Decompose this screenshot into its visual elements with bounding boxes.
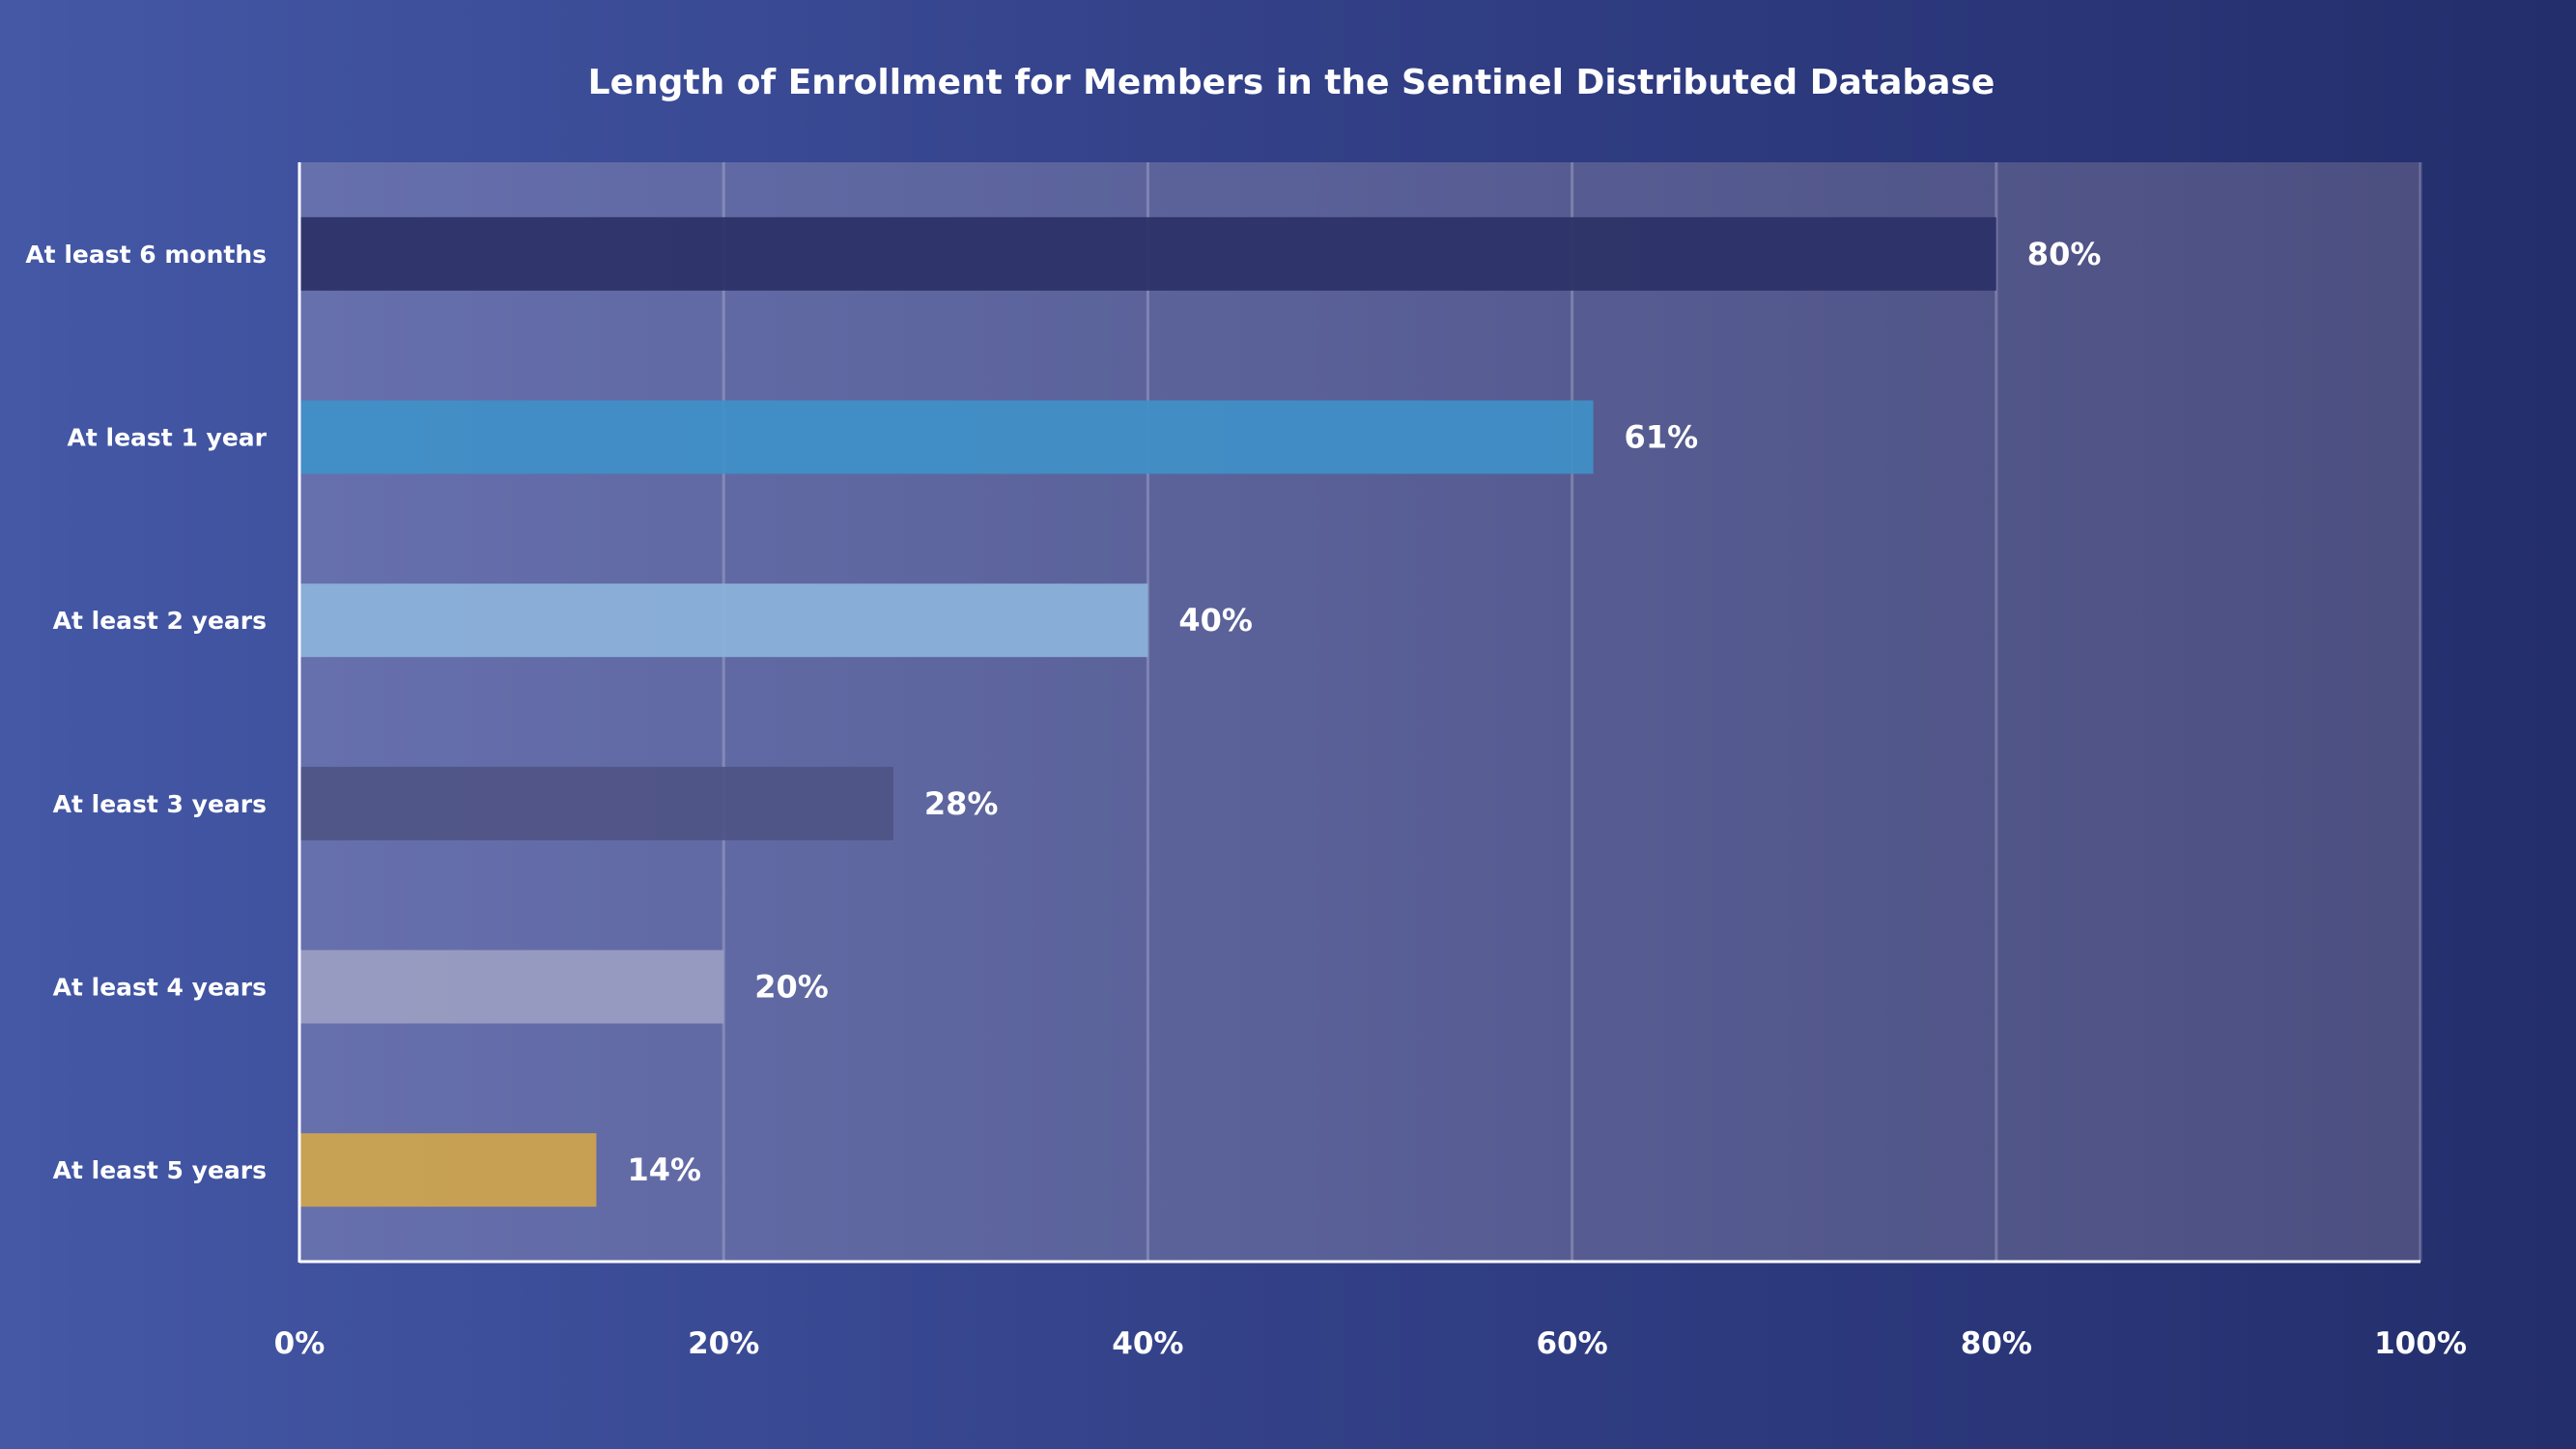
value-labels: 80% 61% 40% 28% 20% 14% [627, 236, 2101, 1188]
category-label: At least 4 years [53, 974, 267, 1002]
bar [299, 1133, 597, 1208]
x-tick-label: 20% [688, 1326, 759, 1361]
category-label: At least 3 years [53, 790, 267, 818]
category-label: At least 1 year [68, 424, 268, 452]
bar [299, 583, 1148, 658]
bar [299, 400, 1594, 474]
x-tick-label: 40% [1112, 1326, 1183, 1361]
gridlines [722, 162, 2422, 1262]
value-label: 14% [627, 1151, 701, 1188]
x-tick-label: 100% [2374, 1326, 2467, 1361]
value-label: 20% [754, 969, 829, 1006]
value-label: 61% [1625, 419, 1699, 456]
value-label: 28% [924, 785, 999, 822]
x-axis-tick-labels: 0% 20% 40% 60% 80% 100% [274, 1326, 2467, 1361]
x-tick-label: 80% [1961, 1326, 2032, 1361]
chart-title: Length of Enrollment for Members in the … [588, 63, 1996, 102]
category-label: At least 6 months [25, 241, 267, 269]
value-label: 40% [1178, 602, 1253, 639]
bar [299, 216, 1996, 291]
x-tick-label: 0% [274, 1326, 326, 1361]
category-label: At least 2 years [53, 607, 267, 635]
category-labels: At least 6 months At least 1 year At least… [25, 241, 267, 1184]
x-tick-label: 60% [1536, 1326, 1607, 1361]
bar [299, 950, 724, 1024]
plot-area [299, 162, 2420, 1262]
value-label: 80% [2027, 236, 2102, 272]
bars [299, 216, 1996, 1208]
category-label: At least 5 years [53, 1156, 267, 1184]
bar [299, 766, 893, 840]
